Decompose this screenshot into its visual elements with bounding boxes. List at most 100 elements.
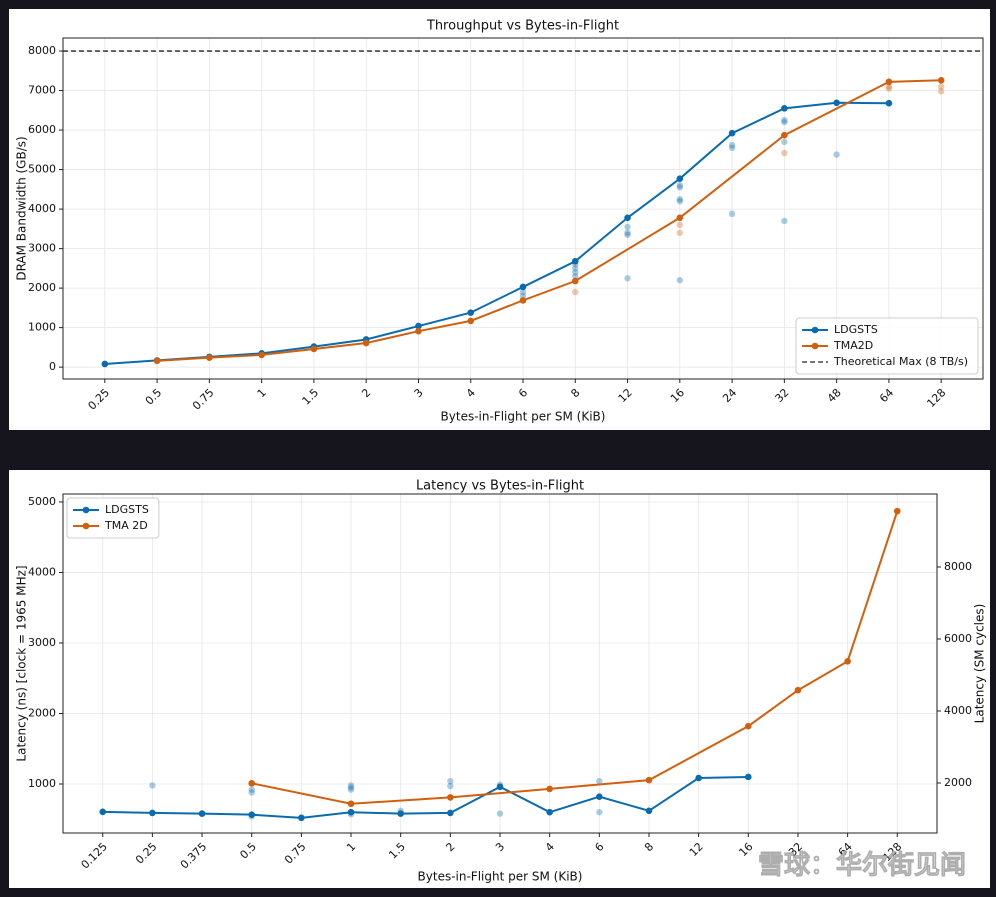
legend-marker (811, 326, 819, 334)
point (781, 131, 788, 139)
chart-title: Throughput vs Bytes-in-Flight (426, 19, 619, 34)
y2-tick-label: 8000 (944, 560, 972, 573)
trial-point (519, 288, 527, 296)
legend-label: LDGSTS (105, 503, 149, 516)
point (347, 800, 355, 808)
point (519, 297, 527, 304)
trial-point (728, 144, 736, 152)
legend: LDGSTS TMA2D Theoretical Max (8 TB/s) (802, 323, 968, 368)
trial-point (624, 275, 631, 282)
chart-title: Latency vs Bytes-in-Flight (416, 479, 584, 494)
legend-label: Theoretical Max (8 TB/s) (833, 355, 968, 368)
point (298, 814, 305, 822)
trial-point (676, 184, 684, 191)
point (571, 257, 579, 265)
y-tick-label: 4000 (28, 565, 56, 578)
point (676, 214, 684, 222)
trial-point (781, 149, 788, 157)
trial-point (596, 809, 603, 816)
trial-point (248, 789, 255, 796)
y-tick-label: 5000 (28, 163, 56, 176)
trial-point (149, 782, 156, 789)
point (744, 773, 752, 781)
y2-tick-label: 4000 (944, 704, 972, 717)
point (415, 327, 422, 335)
y-tick-label: 1000 (28, 777, 56, 790)
point (248, 779, 256, 787)
legend-marker (82, 522, 90, 530)
watermark: 雪球：华尔街见闻 (758, 850, 966, 881)
trial-point (624, 231, 631, 238)
point (415, 322, 422, 330)
x-axis-label: Bytes-in-Flight per SM (KiB) (418, 870, 583, 884)
point (744, 722, 752, 730)
y-tick-label: 3000 (28, 636, 56, 649)
trial-point (781, 217, 788, 225)
point (833, 99, 840, 107)
point (362, 339, 370, 347)
point (596, 793, 603, 800)
trial-point (676, 277, 684, 284)
point (467, 309, 475, 316)
point (781, 105, 788, 112)
trial-point (447, 782, 454, 790)
trial-point (728, 210, 736, 218)
point (206, 354, 213, 361)
point (937, 76, 945, 84)
point (198, 810, 206, 817)
point (624, 214, 631, 222)
trial-point (885, 85, 893, 92)
y2-tick-label: 6000 (944, 632, 972, 645)
legend: LDGSTS TMA 2D (73, 503, 149, 532)
y-tick-label: 0 (49, 360, 56, 373)
y-axis-label: Latency (ns) [clock = 1965 MHz] (15, 565, 29, 761)
trial-point (572, 288, 579, 296)
point (347, 808, 355, 816)
point (258, 351, 265, 359)
y-tick-label: 3000 (28, 242, 56, 255)
y-tick-label: 7000 (28, 84, 56, 97)
legend-label: TMA 2D (104, 519, 148, 532)
trial-point (676, 197, 684, 205)
y2-tick-label: 2000 (944, 776, 972, 789)
point (467, 317, 475, 325)
point (728, 129, 736, 137)
point (645, 776, 653, 784)
point (546, 808, 553, 816)
point (310, 345, 318, 353)
legend-label: TMA2D (833, 339, 873, 352)
point (149, 809, 156, 817)
trial-point (572, 269, 579, 276)
x-axis-label: Bytes-in-Flight per SM (KiB) (441, 410, 606, 424)
trial-point (781, 138, 788, 146)
plot-frame (62, 493, 938, 834)
trial-point (496, 810, 504, 817)
y-tick-label: 8000 (28, 44, 56, 57)
point (645, 807, 653, 815)
y2-axis-label: Latency (SM cycles) (973, 604, 987, 724)
y-tick-label: 6000 (28, 123, 56, 136)
y-tick-label: 5000 (28, 495, 56, 508)
point (519, 283, 527, 291)
point (571, 277, 579, 285)
trial-point (572, 265, 579, 272)
trial-point (728, 141, 736, 149)
legend-label: LDGSTS (834, 323, 878, 336)
point (153, 357, 161, 365)
point (844, 658, 851, 665)
trial-point (572, 273, 579, 280)
trial-point (781, 118, 788, 126)
y-tick-label: 1000 (28, 321, 56, 334)
point (397, 810, 404, 817)
trial-point (676, 229, 684, 237)
trial-point (937, 83, 945, 90)
point (496, 783, 504, 791)
trial-point (248, 786, 255, 793)
series-line (102, 775, 749, 819)
trial-point (624, 223, 631, 231)
trial-point (676, 196, 684, 203)
point (695, 774, 702, 782)
trial-point (347, 786, 355, 793)
point (101, 360, 109, 368)
